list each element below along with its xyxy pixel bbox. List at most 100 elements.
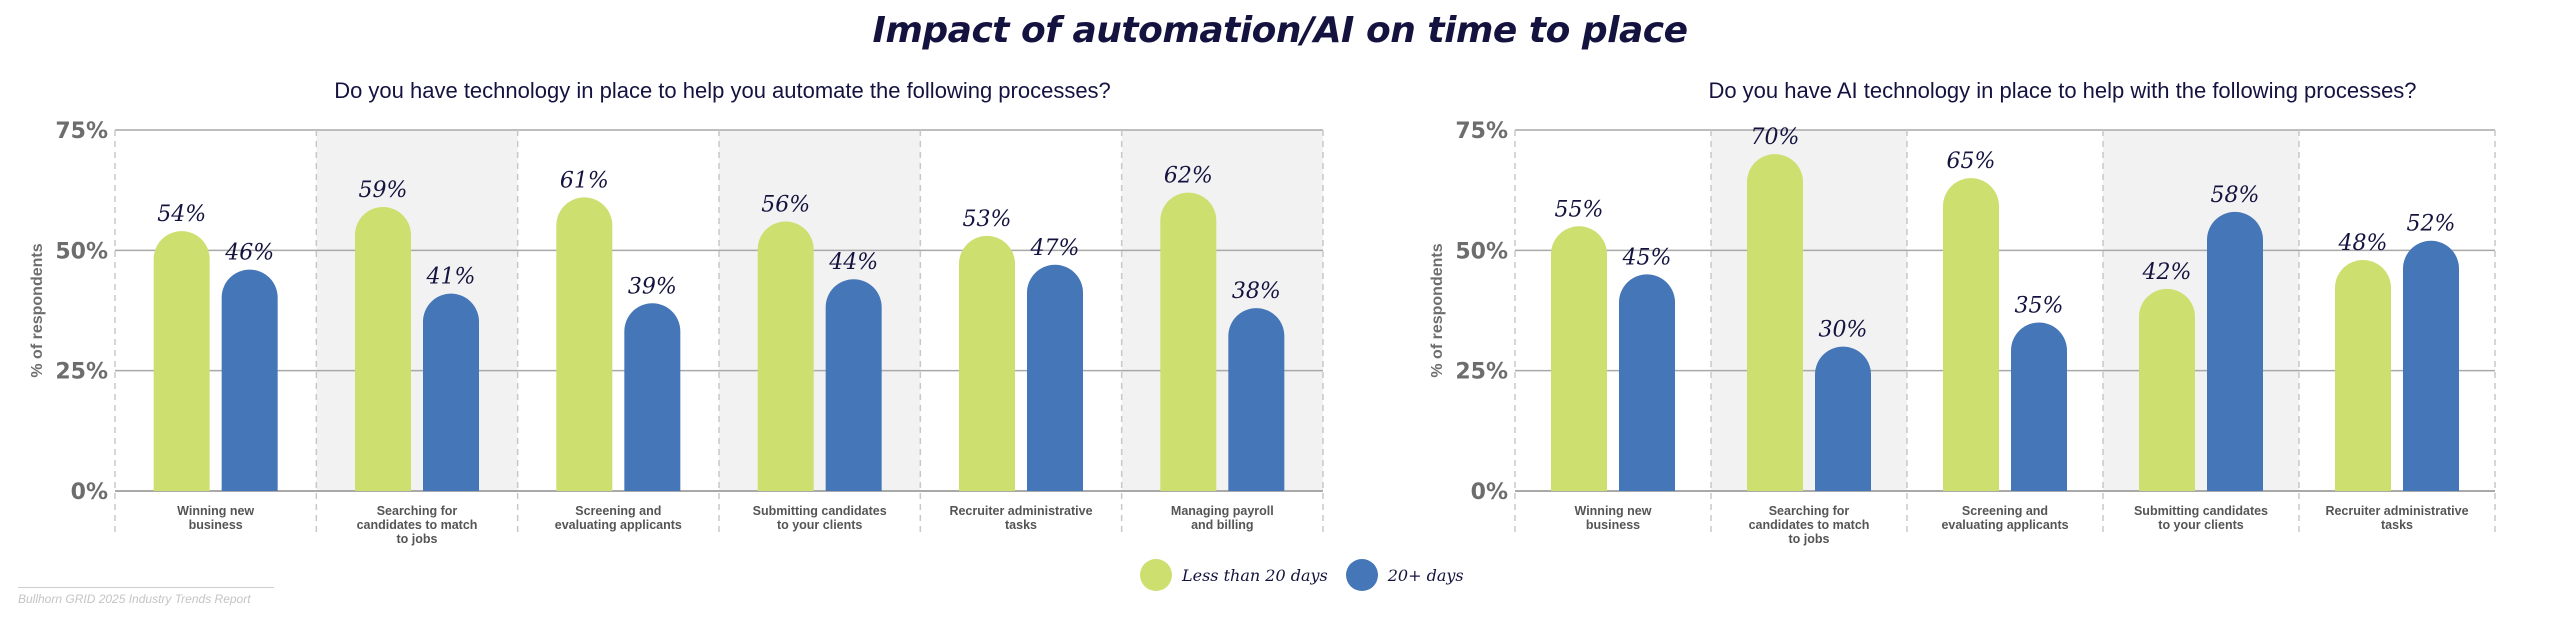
legend-label: Less than 20 days [1182, 565, 1328, 585]
bar-20-plus-days [1619, 274, 1675, 491]
data-label: 45% [1622, 245, 1672, 270]
legend-swatch-more [1345, 559, 1378, 591]
bar-less-than-20-days [1943, 178, 1999, 491]
x-tick-label-line: candidates to match [357, 518, 478, 532]
bar-20-plus-days [624, 303, 681, 491]
bar-20-plus-days [2011, 322, 2067, 491]
data-label: 46% [224, 241, 274, 266]
y-axis-label: % of respondents [1429, 243, 1446, 377]
x-tick-label: Winning new business [1575, 504, 1652, 532]
x-tick-label-line: Searching for [1769, 504, 1850, 518]
ai-bar-chart: 0% 25% 50% 75% % of respondents 55% 45% Winning… [1429, 119, 2496, 546]
x-tick-label-line: to your clients [2158, 518, 2243, 532]
y-tick-label: 25% [55, 360, 108, 385]
x-tick-label: Screening and evaluating applicants [1941, 504, 2068, 532]
main-title: Impact of automation/AI on time to place [872, 10, 1688, 51]
data-label: 30% [1819, 318, 1868, 343]
y-axis-label: % of respondents [29, 243, 46, 377]
data-label: 47% [1030, 236, 1080, 261]
y-tick-label: 0% [71, 480, 108, 505]
bar-20-plus-days [423, 293, 479, 491]
x-tick-label-line: Screening and [575, 504, 661, 518]
data-label: 58% [2211, 183, 2260, 208]
y-tick-label: 75% [1455, 119, 1508, 144]
category-band [2103, 130, 2299, 491]
bar-20-plus-days [221, 269, 278, 491]
bar-less-than-20-days [355, 207, 411, 491]
category-band [1121, 130, 1323, 491]
legend-swatch-less [1140, 559, 1172, 591]
bar-20-plus-days [1228, 308, 1285, 491]
x-tick-label-line: to jobs [1789, 532, 1830, 546]
footer-source: Bullhorn GRID 2025 Industry Trends Repor… [18, 592, 251, 606]
x-tick-label: Winning new business [177, 504, 254, 532]
bar-20-plus-days [825, 279, 882, 491]
bar-less-than-20-days [757, 221, 814, 491]
chart-title: Do you have AI technology in place to he… [1708, 78, 2417, 103]
data-label: 48% [2338, 231, 2388, 256]
x-tick-label: Submitting candidates to your clients [753, 504, 887, 532]
legend: Less than 20 days 20+ days [1140, 558, 1482, 592]
x-tick-label-line: to your clients [777, 518, 862, 532]
bar-less-than-20-days [959, 235, 1015, 491]
data-label: 65% [1947, 149, 1996, 174]
x-tick-label: Searching for candidates to match to jobs [1749, 504, 1870, 546]
bar-20-plus-days [1815, 346, 1871, 491]
y-tick-label: 75% [55, 119, 108, 144]
x-tick-label-line: Searching for [377, 504, 458, 518]
bar-less-than-20-days [1747, 154, 1803, 491]
bar-less-than-20-days [1160, 192, 1217, 491]
x-tick-label: Recruiter administrative tasks [949, 504, 1092, 532]
data-label: 62% [1164, 164, 1213, 189]
footer-divider [18, 587, 274, 588]
data-label: 55% [1555, 197, 1604, 222]
data-label: 61% [560, 168, 609, 193]
x-tick-label: Screening and evaluating applicants [555, 504, 682, 532]
bar-less-than-20-days [153, 231, 210, 491]
x-tick-label-line: to jobs [397, 532, 438, 546]
data-label: 38% [1232, 279, 1281, 304]
data-label: 42% [2142, 260, 2192, 285]
chart-panel-automation: Do you have technology in place to help … [0, 0, 1330, 560]
data-label: 39% [628, 274, 677, 299]
y-tick-label: 25% [1455, 360, 1508, 385]
x-tick-label-line: Winning new [177, 504, 254, 518]
category-band [719, 130, 921, 491]
legend-item-less-than-20-days: Less than 20 days [1140, 559, 1328, 591]
legend-item-20-plus-days: 20+ days [1345, 559, 1464, 591]
data-label: 70% [1751, 125, 1800, 150]
x-tick-label-line: Recruiter administrative [949, 504, 1092, 518]
x-tick-label-line: business [189, 518, 243, 532]
y-tick-label: 0% [1471, 480, 1508, 505]
category-band [316, 130, 518, 491]
x-tick-label-line: tasks [1005, 518, 1037, 532]
x-tick-label-line: tasks [2381, 518, 2413, 532]
legend-label: 20+ days [1387, 565, 1464, 585]
category-band [1711, 130, 1907, 491]
x-tick-label: Managing payroll and billing [1171, 504, 1274, 532]
chart-panel-ai: Do you have AI technology in place to he… [1400, 0, 2560, 560]
x-tick-label: Submitting candidates to your clients [2134, 504, 2268, 532]
bar-less-than-20-days [2335, 259, 2391, 491]
data-label: 41% [426, 265, 476, 290]
x-tick-label-line: Submitting candidates [2134, 504, 2268, 518]
x-tick-label-line: Recruiter administrative [2325, 504, 2468, 518]
data-label: 53% [963, 207, 1012, 232]
data-label: 44% [828, 250, 878, 275]
x-tick-label-line: evaluating applicants [1941, 518, 2068, 532]
x-tick-label-line: evaluating applicants [555, 518, 682, 532]
data-label: 52% [2407, 212, 2456, 237]
x-tick-label: Searching for candidates to match to jobs [357, 504, 478, 546]
data-label: 56% [761, 192, 810, 217]
x-tick-label-line: business [1586, 518, 1640, 532]
x-tick-label-line: Winning new [1575, 504, 1652, 518]
y-tick-label: 50% [55, 239, 108, 264]
x-tick-label: Recruiter administrative tasks [2325, 504, 2468, 532]
bar-less-than-20-days [2139, 288, 2195, 491]
x-tick-label-line: Submitting candidates [753, 504, 887, 518]
chart-title: Do you have technology in place to help … [334, 78, 1111, 103]
automation-bar-chart: 0% 25% 50% 75% % of respondents 54% 46% Winning… [29, 119, 1324, 546]
x-tick-label-line: Screening and [1962, 504, 2048, 518]
bar-less-than-20-days [556, 197, 613, 491]
data-label: 54% [157, 202, 206, 227]
